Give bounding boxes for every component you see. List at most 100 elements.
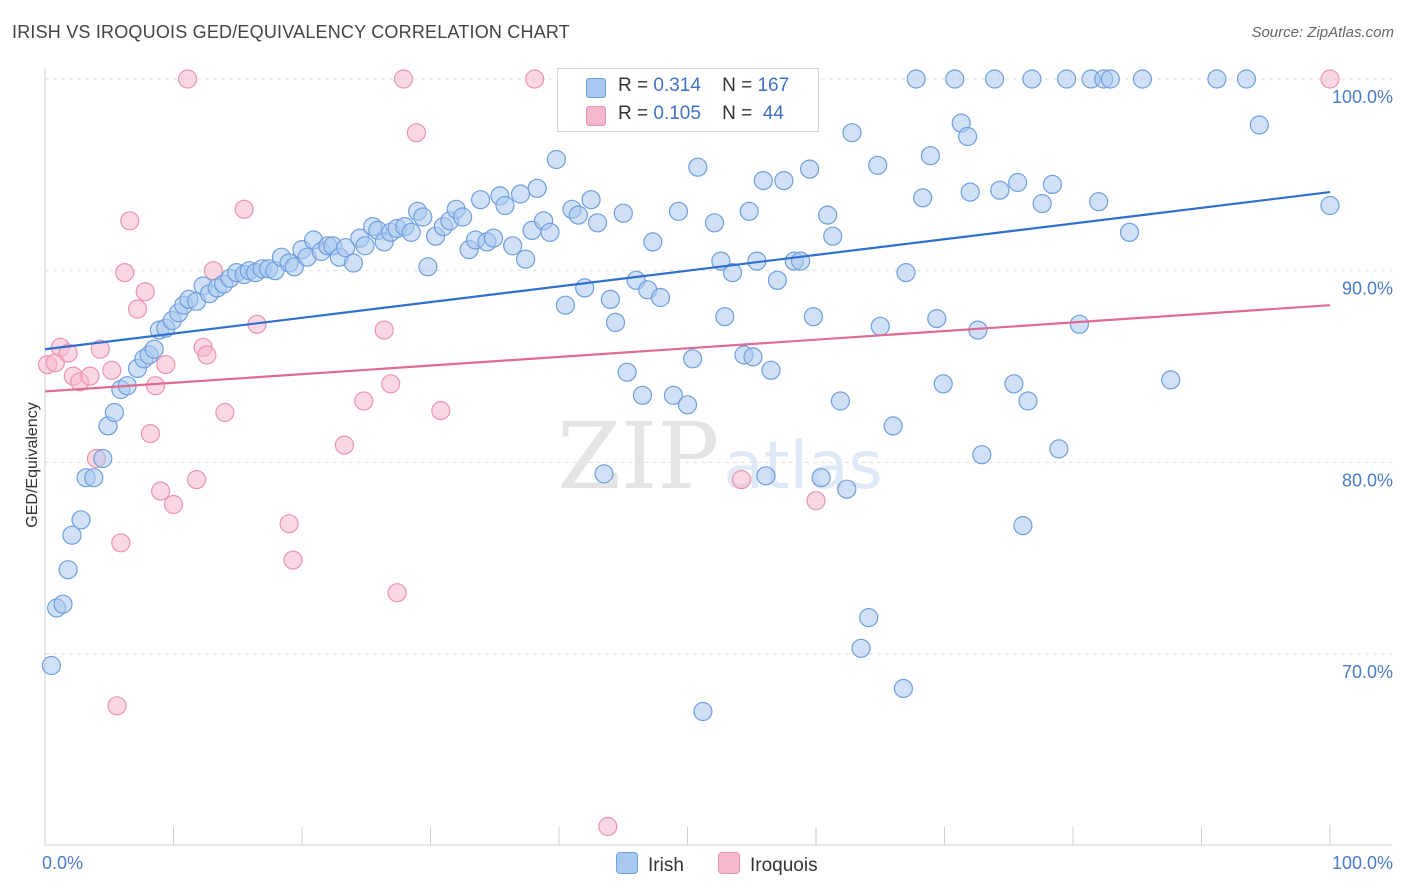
- irish-point: [920, 146, 941, 166]
- irish-point: [859, 607, 879, 628]
- irish-point: [1100, 69, 1120, 89]
- irish-point: [933, 374, 953, 394]
- legend-r-value-irish: 0.314: [653, 75, 701, 96]
- irish-point: [990, 180, 1010, 200]
- irish-point: [842, 123, 862, 143]
- irish-point: [1042, 174, 1063, 194]
- legend-r-label: R =: [618, 103, 649, 124]
- bottom-legend-iroquois: Iroquois: [718, 852, 818, 877]
- irish-point: [883, 416, 903, 436]
- irish-point: [945, 69, 965, 89]
- irish-point: [1004, 374, 1024, 394]
- iroquois-point: [187, 470, 207, 490]
- y-tick-labels: 70.0% 80.0% 90.0% 100.0%: [1332, 87, 1393, 682]
- iroquois-point: [524, 69, 545, 89]
- irish-point: [1069, 314, 1090, 334]
- legend-n-label: N =: [722, 103, 753, 124]
- irish-point: [605, 312, 626, 332]
- irish-point: [756, 466, 776, 486]
- iroquois-point: [120, 211, 140, 231]
- irish-point: [1119, 222, 1140, 242]
- irish-point: [870, 316, 890, 336]
- iroquois-point: [806, 491, 826, 511]
- irish-point: [767, 270, 788, 290]
- irish-point: [704, 213, 725, 233]
- watermark-zip: ZIP: [557, 403, 719, 510]
- iroquois-point: [283, 550, 303, 570]
- iroquois-point: [107, 696, 127, 716]
- iroquois-trend-line: [44, 304, 1331, 393]
- irish-point: [1089, 192, 1109, 212]
- irish-point: [896, 263, 916, 283]
- irish-point: [144, 339, 164, 359]
- irish-point: [1032, 194, 1052, 214]
- irish-point: [650, 287, 671, 308]
- iroquois-point: [354, 391, 374, 411]
- irish-point: [453, 207, 473, 227]
- irish-point: [739, 201, 759, 221]
- x-tick-label: 0.0%: [42, 853, 83, 873]
- irish-point: [1056, 69, 1077, 89]
- iroquois-point: [115, 263, 135, 283]
- irish-point: [682, 349, 703, 369]
- bottom-legend-swatch-irish: [616, 852, 638, 874]
- irish-point: [53, 594, 73, 614]
- irish-point: [984, 69, 1005, 89]
- iroquois-point: [145, 376, 166, 396]
- irish-point: [774, 171, 794, 191]
- iroquois-point: [431, 401, 451, 421]
- iroquois-point: [163, 494, 184, 515]
- irish-point: [104, 402, 125, 423]
- irish-point: [1022, 69, 1042, 89]
- irish-point: [722, 263, 743, 283]
- irish-point: [743, 347, 763, 367]
- irish-point: [581, 190, 601, 210]
- iroquois-point: [90, 339, 110, 359]
- irish-point: [957, 126, 978, 147]
- irish-point: [355, 236, 375, 256]
- source-label: Source: ZipAtlas.com: [1251, 24, 1394, 41]
- iroquois-point: [387, 583, 407, 603]
- iroquois-point: [406, 123, 426, 143]
- iroquois-point: [58, 343, 78, 363]
- irish-point: [527, 178, 547, 198]
- iroquois-point: [381, 374, 401, 394]
- legend-swatch-irish: [586, 78, 606, 98]
- irish-point: [483, 228, 504, 248]
- irish-point: [668, 201, 689, 221]
- irish-point: [868, 155, 888, 175]
- irish-point: [830, 391, 851, 411]
- series-irish: [41, 69, 1340, 722]
- irish-point: [587, 213, 608, 233]
- legend-r-value-iroquois: 0.105: [653, 103, 701, 124]
- irish-point: [1049, 439, 1069, 459]
- irish-point: [336, 238, 356, 258]
- irish-point: [41, 655, 62, 676]
- iroquois-point: [102, 360, 122, 380]
- irish-point: [1018, 391, 1038, 411]
- bottom-legend-label-irish: Irish: [648, 855, 684, 876]
- irish-point: [1207, 69, 1227, 89]
- legend-swatch-iroquois: [586, 106, 606, 126]
- watermark: ZIPatlas: [557, 403, 883, 510]
- bottom-legend-swatch-iroquois: [718, 852, 740, 874]
- irish-point: [927, 309, 947, 329]
- irish-point: [693, 701, 713, 722]
- trend-lines: [44, 190, 1331, 393]
- iroquois-point: [374, 320, 394, 340]
- legend-r-label: R =: [618, 75, 649, 96]
- irish-point: [510, 184, 531, 204]
- irish-point: [643, 232, 663, 252]
- iroquois-point: [156, 355, 176, 375]
- irish-point: [613, 203, 633, 223]
- irish-point: [93, 448, 113, 469]
- irish-point: [568, 205, 588, 225]
- irish-point: [284, 257, 304, 277]
- irish-point: [1132, 69, 1153, 89]
- irish-point: [715, 307, 735, 327]
- irish-point: [799, 159, 820, 179]
- legend-n-value-irish: 167: [757, 75, 790, 96]
- irish-point: [851, 638, 871, 658]
- iroquois-point: [111, 533, 131, 553]
